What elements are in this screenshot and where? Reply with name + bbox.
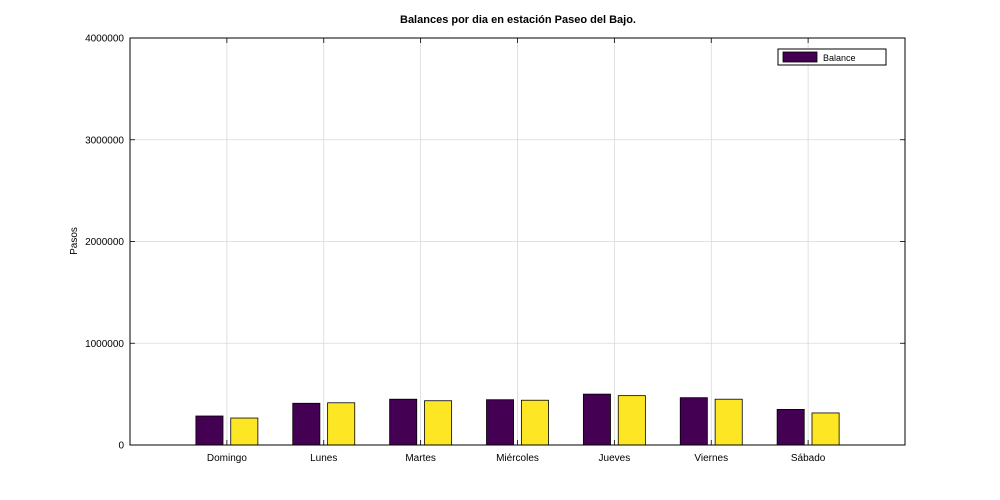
y-tick-label: 2000000: [85, 237, 124, 248]
bar-series-1-domingo: [195, 415, 224, 446]
bar-series-1-sábado: [776, 408, 805, 446]
bar-series-2-domingo: [230, 417, 259, 446]
y-tick-label: 1000000: [85, 339, 124, 350]
bar-series-1-lunes: [292, 402, 321, 446]
legend-swatch-balance: [782, 51, 818, 63]
bar-series-1-miércoles: [486, 399, 515, 446]
bar-series-2-lunes: [327, 402, 356, 446]
x-tick-label: Domingo: [207, 453, 247, 464]
y-tick-label: 0: [118, 441, 124, 452]
axes: [129, 37, 906, 446]
bar-series-2-viernes: [714, 398, 743, 446]
x-tick-label: Lunes: [310, 453, 337, 464]
legend-label-balance: Balance: [823, 53, 856, 63]
bar-series-2-sábado: [811, 412, 840, 446]
x-tick-label: Miércoles: [496, 453, 539, 464]
bar-series-1-jueves: [582, 393, 611, 446]
y-tick-label: 3000000: [85, 135, 124, 146]
chart-title: Balances por dia en estación Paseo del B…: [400, 14, 636, 26]
legend: Balance: [777, 48, 887, 66]
x-tick-label: Jueves: [599, 453, 631, 464]
bar-series-2-miércoles: [520, 399, 549, 446]
bar-series-1-martes: [389, 398, 418, 446]
y-tick-label: 4000000: [85, 34, 124, 45]
x-tick-label: Sábado: [791, 453, 826, 464]
bar-series-2-martes: [424, 400, 453, 446]
tick-labels: 0 1000000 2000000 3000000 4000000 Domingo Lune…: [85, 34, 826, 465]
y-axis-label: Pasos: [69, 227, 80, 255]
bars: [195, 393, 840, 446]
plot-frame: [129, 37, 906, 446]
bar-series-1-viernes: [679, 397, 708, 446]
x-tick-label: Martes: [405, 453, 436, 464]
bar-series-2-jueves: [617, 395, 646, 446]
x-tick-label: Viernes: [694, 453, 728, 464]
grid: [130, 37, 905, 446]
